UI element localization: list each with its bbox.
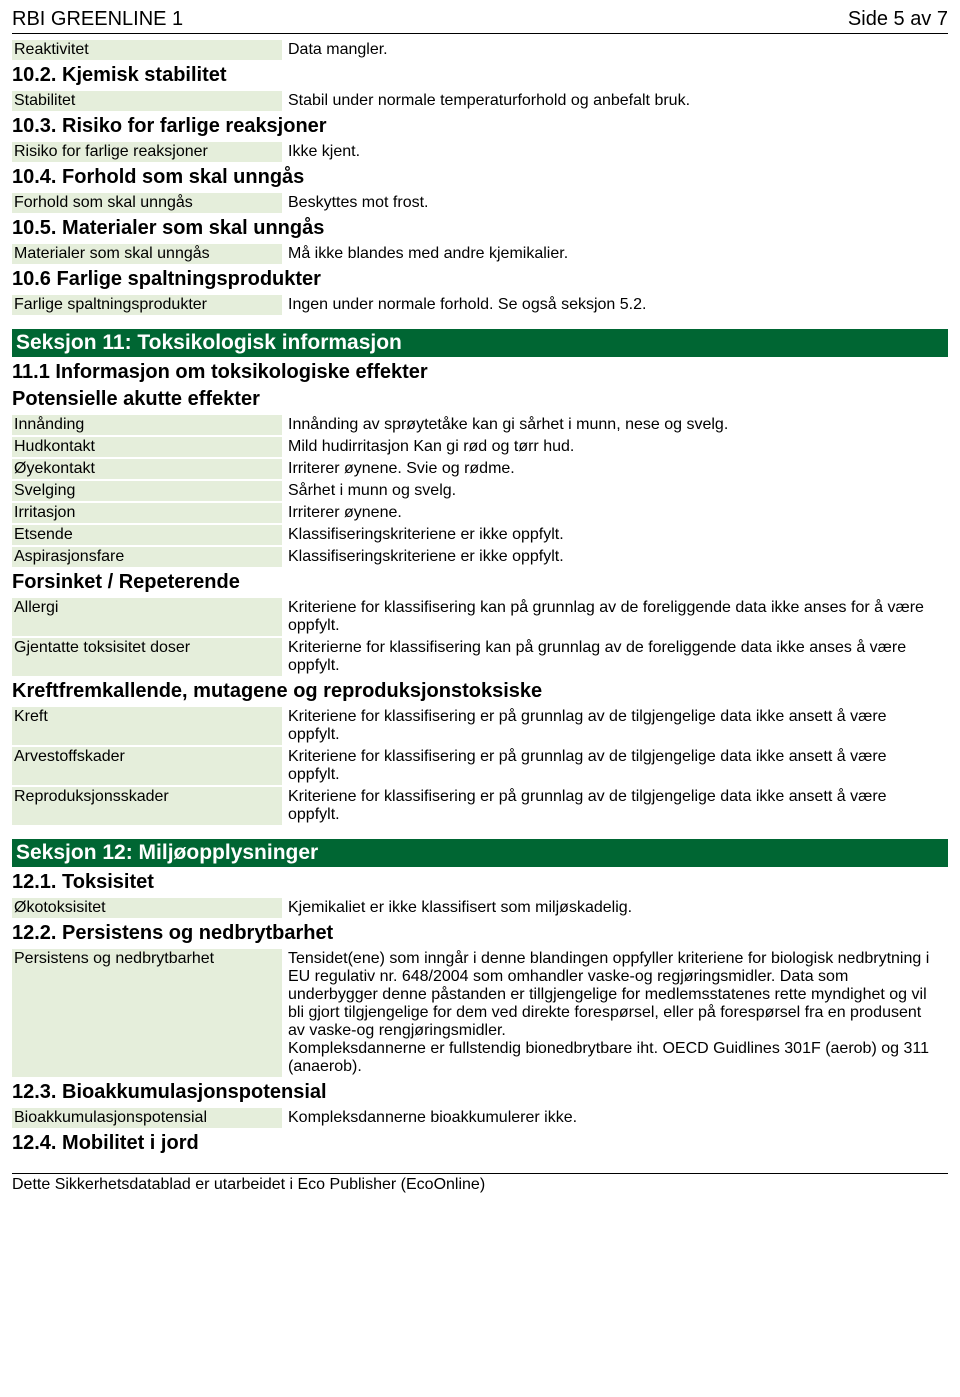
heading-12-1: 12.1. Toksisitet: [12, 871, 948, 894]
heading-kreft: Kreftfremkallende, mutagene og reproduks…: [12, 680, 948, 703]
heading-forsinket: Forsinket / Repeterende: [12, 571, 948, 594]
kv-label-arvestoff: Arvestoffskader: [12, 747, 282, 785]
heading-10-3: 10.3. Risiko for farlige reaksjoner: [12, 115, 948, 138]
kv-row: Aspirasjonsfare Klassifiseringskriterien…: [12, 547, 948, 567]
kv-label-reaktivitet: Reaktivitet: [12, 40, 282, 60]
kv-value-stabilitet: Stabil under normale temperaturforhold o…: [282, 91, 948, 111]
kv-value-reprod: Kriteriene for klassifisering er på grun…: [282, 787, 948, 825]
kv-label-aspirasjonsfare: Aspirasjonsfare: [12, 547, 282, 567]
kv-row: Bioakkumulasjonspotensial Kompleksdanner…: [12, 1108, 948, 1128]
kv-row: Allergi Kriteriene for klassifisering ka…: [12, 598, 948, 636]
kv-row: Innånding Innånding av sprøytetåke kan g…: [12, 415, 948, 435]
document-title: RBI GREENLINE 1: [12, 8, 183, 31]
kv-row: Etsende Klassifiseringskriteriene er ikk…: [12, 525, 948, 545]
kv-value-hudkontakt: Mild hudirritasjon Kan gi rød og tørr hu…: [282, 437, 948, 457]
page-number: Side 5 av 7: [848, 8, 948, 31]
kv-value-okotoks: Kjemikaliet er ikke klassifisert som mil…: [282, 898, 948, 918]
kv-value-risiko: Ikke kjent.: [282, 142, 948, 162]
kv-row: Reaktivitet Data mangler.: [12, 40, 948, 60]
kv-value-etsende: Klassifiseringskriteriene er ikke oppfyl…: [282, 525, 948, 545]
kv-label-okotoks: Økotoksisitet: [12, 898, 282, 918]
section-11-bar: Seksjon 11: Toksikologisk informasjon: [12, 329, 948, 357]
kv-label-irritasjon: Irritasjon: [12, 503, 282, 523]
heading-11-1: 11.1 Informasjon om toksikologiske effek…: [12, 361, 948, 384]
kv-value-oyekontakt: Irriterer øynene. Svie og rødme.: [282, 459, 948, 479]
heading-10-5: 10.5. Materialer som skal unngås: [12, 217, 948, 240]
kv-value-materialer: Må ikke blandes med andre kjemikalier.: [282, 244, 948, 264]
kv-value-innanding: Innånding av sprøytetåke kan gi sårhet i…: [282, 415, 948, 435]
kv-value-arvestoff: Kriteriene for klassifisering er på grun…: [282, 747, 948, 785]
kv-value-irritasjon: Irriterer øynene.: [282, 503, 948, 523]
kv-label-risiko: Risiko for farlige reaksjoner: [12, 142, 282, 162]
kv-label-reprod: Reproduksjonsskader: [12, 787, 282, 825]
kv-value-aspirasjonsfare: Klassifiseringskriteriene er ikke oppfyl…: [282, 547, 948, 567]
kv-label-oyekontakt: Øyekontakt: [12, 459, 282, 479]
kv-value-svelging: Sårhet i munn og svelg.: [282, 481, 948, 501]
kv-label-allergi: Allergi: [12, 598, 282, 636]
kv-row: Kreft Kriteriene for klassifisering er p…: [12, 707, 948, 745]
kv-row: Risiko for farlige reaksjoner Ikke kjent…: [12, 142, 948, 162]
kv-label-spalt: Farlige spaltningsprodukter: [12, 295, 282, 315]
kv-row: Stabilitet Stabil under normale temperat…: [12, 91, 948, 111]
kv-value-spalt: Ingen under normale forhold. Se også sek…: [282, 295, 948, 315]
page-container: RBI GREENLINE 1 Side 5 av 7 Reaktivitet …: [0, 0, 960, 1194]
kv-row: Materialer som skal unngås Må ikke bland…: [12, 244, 948, 264]
kv-row: Farlige spaltningsprodukter Ingen under …: [12, 295, 948, 315]
kv-label-etsende: Etsende: [12, 525, 282, 545]
kv-label-persistens: Persistens og nedbrytbarhet: [12, 949, 282, 1077]
heading-12-3: 12.3. Bioakkumulasjonspotensial: [12, 1081, 948, 1104]
heading-10-2: 10.2. Kjemisk stabilitet: [12, 64, 948, 87]
kv-label-hudkontakt: Hudkontakt: [12, 437, 282, 457]
heading-12-4: 12.4. Mobilitet i jord: [12, 1132, 948, 1155]
kv-row: Hudkontakt Mild hudirritasjon Kan gi rød…: [12, 437, 948, 457]
kv-label-materialer: Materialer som skal unngås: [12, 244, 282, 264]
kv-row: Svelging Sårhet i munn og svelg.: [12, 481, 948, 501]
kv-value-kreft: Kriteriene for klassifisering er på grun…: [282, 707, 948, 745]
page-header: RBI GREENLINE 1 Side 5 av 7: [12, 8, 948, 34]
kv-value-allergi: Kriteriene for klassifisering kan på gru…: [282, 598, 948, 636]
kv-label-svelging: Svelging: [12, 481, 282, 501]
kv-row: Forhold som skal unngås Beskyttes mot fr…: [12, 193, 948, 213]
kv-value-bioakk: Kompleksdannerne bioakkumulerer ikke.: [282, 1108, 948, 1128]
kv-row: Gjentatte toksisitet doser Kriterierne f…: [12, 638, 948, 676]
page-footer: Dette Sikkerhetsdatablad er utarbeidet i…: [12, 1173, 948, 1194]
kv-row: Persistens og nedbrytbarhet Tensidet(ene…: [12, 949, 948, 1077]
kv-row: Øyekontakt Irriterer øynene. Svie og rød…: [12, 459, 948, 479]
kv-label-bioakk: Bioakkumulasjonspotensial: [12, 1108, 282, 1128]
heading-potensielle: Potensielle akutte effekter: [12, 388, 948, 411]
kv-value-persistens: Tensidet(ene) som inngår i denne blandin…: [282, 949, 948, 1077]
kv-value-forhold: Beskyttes mot frost.: [282, 193, 948, 213]
kv-row: Arvestoffskader Kriteriene for klassifis…: [12, 747, 948, 785]
kv-label-kreft: Kreft: [12, 707, 282, 745]
heading-12-2: 12.2. Persistens og nedbrytbarhet: [12, 922, 948, 945]
kv-row: Økotoksisitet Kjemikaliet er ikke klassi…: [12, 898, 948, 918]
heading-10-4: 10.4. Forhold som skal unngås: [12, 166, 948, 189]
kv-label-innanding: Innånding: [12, 415, 282, 435]
section-12-bar: Seksjon 12: Miljøopplysninger: [12, 839, 948, 867]
kv-label-forhold: Forhold som skal unngås: [12, 193, 282, 213]
kv-row: Reproduksjonsskader Kriteriene for klass…: [12, 787, 948, 825]
kv-value-reaktivitet: Data mangler.: [282, 40, 948, 60]
heading-10-6: 10.6 Farlige spaltningsprodukter: [12, 268, 948, 291]
kv-label-stabilitet: Stabilitet: [12, 91, 282, 111]
kv-label-gjentatte: Gjentatte toksisitet doser: [12, 638, 282, 676]
kv-row: Irritasjon Irriterer øynene.: [12, 503, 948, 523]
kv-value-gjentatte: Kriterierne for klassifisering kan på gr…: [282, 638, 948, 676]
